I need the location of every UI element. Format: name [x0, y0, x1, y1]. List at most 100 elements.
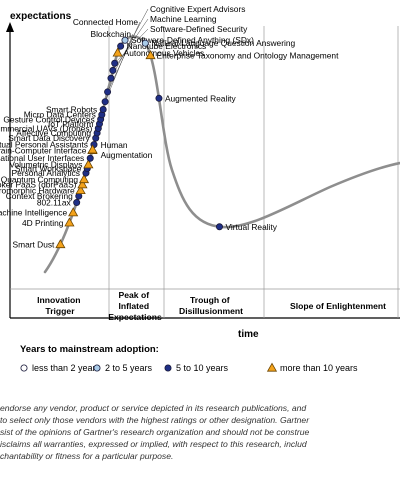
point-smart-data-discovery: Smart Data Discovery	[8, 133, 100, 143]
point-802-11ax: 802.11ax	[37, 198, 81, 208]
point-label: Software-Defined Anything (SDx)	[131, 35, 254, 45]
disclaimer-line: isclaims all warranties, expressed or im…	[0, 439, 307, 449]
triangle-marker	[83, 159, 94, 169]
triangle-marker	[87, 144, 98, 154]
legend-title: Years to mainstream adoption:	[20, 344, 159, 355]
point-label: Human Augmentation	[101, 140, 153, 160]
point-label: Smart Workspace	[15, 164, 82, 174]
triangle-marker	[68, 207, 79, 217]
point-label: Natural-Language Question Answering	[151, 38, 295, 48]
point-nanotube-electronics: Nanotube Electronics	[117, 41, 207, 51]
point-label: Brain-Computer Interface	[0, 145, 87, 155]
phase-label-innovation-trigger: Innovation Trigger	[37, 295, 83, 316]
legend-item-2to5: 2 to 5 years	[93, 363, 153, 373]
legend-label: 2 to 5 years	[105, 363, 153, 373]
phase-labels: Innovation Trigger Peak of Inflated Expe…	[37, 290, 386, 322]
point-label: Gesture Control Devices	[3, 114, 94, 124]
legend-circle-icon	[20, 364, 28, 372]
legend-label: less than 2 years	[32, 363, 101, 373]
point-label: Neuromorphic Hardware	[0, 185, 75, 195]
circle-marker	[215, 223, 223, 231]
disclaimer-line: to select only those vendors with the hi…	[0, 415, 310, 425]
triangle-marker	[78, 174, 90, 184]
point-label: Software-Defined Security	[150, 24, 248, 34]
point-smart-robots: Smart Robots	[46, 105, 107, 115]
point-autonomous-vehicles: Autonomous Vehicles	[112, 47, 205, 58]
circle-marker	[155, 94, 163, 102]
leader-line	[114, 28, 149, 64]
hype-curve	[43, 35, 400, 274]
triangle-marker	[75, 184, 86, 195]
circle-marker	[117, 42, 125, 50]
point-label: Smart Dust	[13, 239, 56, 249]
legend-items: less than 2 years 2 to 5 years 5 to 10 yea…	[20, 362, 358, 373]
point-smart-dust: Smart Dust	[13, 239, 66, 249]
disclaimer-line: sist of the opinions of Gartner's resear…	[0, 427, 310, 437]
point-label: Virtual Personal Assistants	[0, 140, 88, 150]
legend: Years to mainstream adoption: less than …	[20, 344, 358, 373]
circle-marker	[73, 199, 81, 207]
point-human-augmentation: Human Augmentation	[87, 140, 153, 160]
circle-marker	[141, 39, 149, 47]
triangle-marker	[112, 47, 123, 57]
legend-circle-icon	[93, 364, 101, 372]
point-label: IoT Platform	[48, 119, 93, 129]
disclaimer-line: endorse any vendor, product or service d…	[0, 403, 307, 413]
point-label: Autonomous Vehicles	[124, 48, 205, 58]
point-data-broker-paas-dbrpaas: Data Broker PaaS (dbrPaaS)	[0, 179, 88, 190]
point-label: Affective Computing	[16, 128, 91, 138]
phase-label-slope: Slope of Enlightenment	[290, 301, 386, 311]
point-label: Augmented Reality	[165, 93, 237, 103]
circle-marker	[104, 88, 112, 96]
point-4d-printing: 4D Printing	[22, 217, 75, 228]
point-label: Personal Analytics	[12, 168, 80, 178]
point-volumetric-displays: Volumetric Displays	[9, 159, 94, 170]
point-label: Commercial UAVs (Drones)	[0, 123, 93, 133]
point-cognitive-expert-advisors: Cognitive Expert Advisors	[107, 4, 245, 82]
triangle-marker	[64, 217, 75, 227]
circle-marker	[107, 74, 115, 82]
technology-points: Smart Dust 4D PrintingGeneral-Purpose Mac…	[0, 4, 339, 249]
point-label: Quantum Computing	[1, 175, 79, 185]
circle-marker	[99, 106, 107, 114]
circle-marker	[101, 98, 109, 106]
point-virtual-reality: Virtual Reality	[215, 222, 278, 232]
disclaimer-line: chantability or fitness for a particular…	[0, 451, 174, 461]
legend-item-lt2: less than 2 years	[20, 363, 101, 373]
triangle-marker	[55, 239, 66, 249]
point-software-defined-anything-sdx: Software-Defined Anything (SDx)	[121, 35, 254, 45]
point-label: Cognitive Expert Advisors	[150, 4, 245, 14]
point-label: Volumetric Displays	[9, 160, 82, 170]
point-quantum-computing: Quantum Computing	[1, 174, 90, 185]
point-general-purpose-machine-intelligence: General-Purpose Machine Intelligence	[0, 207, 79, 218]
point-natural-language-question-answering: Natural-Language Question Answering	[141, 38, 296, 48]
point-label: Blockchain	[90, 29, 131, 39]
circle-marker	[111, 59, 119, 67]
point-label: General-Purpose Machine Intelligence	[0, 208, 67, 218]
circle-marker	[109, 66, 117, 74]
point-label: Micro Data Centers	[24, 110, 96, 120]
leader-line	[110, 8, 149, 79]
point-label: Machine Learning	[150, 14, 217, 24]
point-label: Enterprise Taxonomy and Ontology Managem…	[157, 50, 340, 60]
leader-line	[112, 18, 149, 71]
point-machine-learning: Machine Learning	[109, 14, 217, 74]
point-label: Conversational User Interfaces	[0, 153, 84, 163]
hype-cycle-chart: expectations time Innovation Trigger Pea…	[0, 4, 400, 373]
point-software-defined-security: Software-Defined Security	[111, 24, 248, 67]
point-label: Smart Robots	[46, 105, 97, 115]
circle-marker	[121, 36, 129, 44]
legend-item-gt10: more than 10 years	[266, 362, 358, 373]
point-neuromorphic-hardware: Neuromorphic Hardware	[0, 184, 86, 195]
point-enterprise-taxonomy-and-ontology-management: Enterprise Taxonomy and Ontology Managem…	[145, 50, 340, 60]
circle-marker	[86, 154, 94, 162]
point-label: Nanotube Electronics	[127, 41, 207, 51]
point-label: 4D Printing	[22, 218, 64, 228]
point-conversational-user-interfaces: Conversational User Interfaces	[0, 153, 94, 163]
point-label: Data Broker PaaS (dbrPaaS)	[0, 180, 77, 190]
legend-triangle-icon	[266, 362, 278, 372]
triangle-marker	[145, 50, 156, 60]
phase-label-peak: Peak of Inflated Expectations	[108, 290, 162, 322]
point-label: Virtual Reality	[225, 222, 277, 232]
point-augmented-reality: Augmented Reality	[155, 93, 237, 103]
